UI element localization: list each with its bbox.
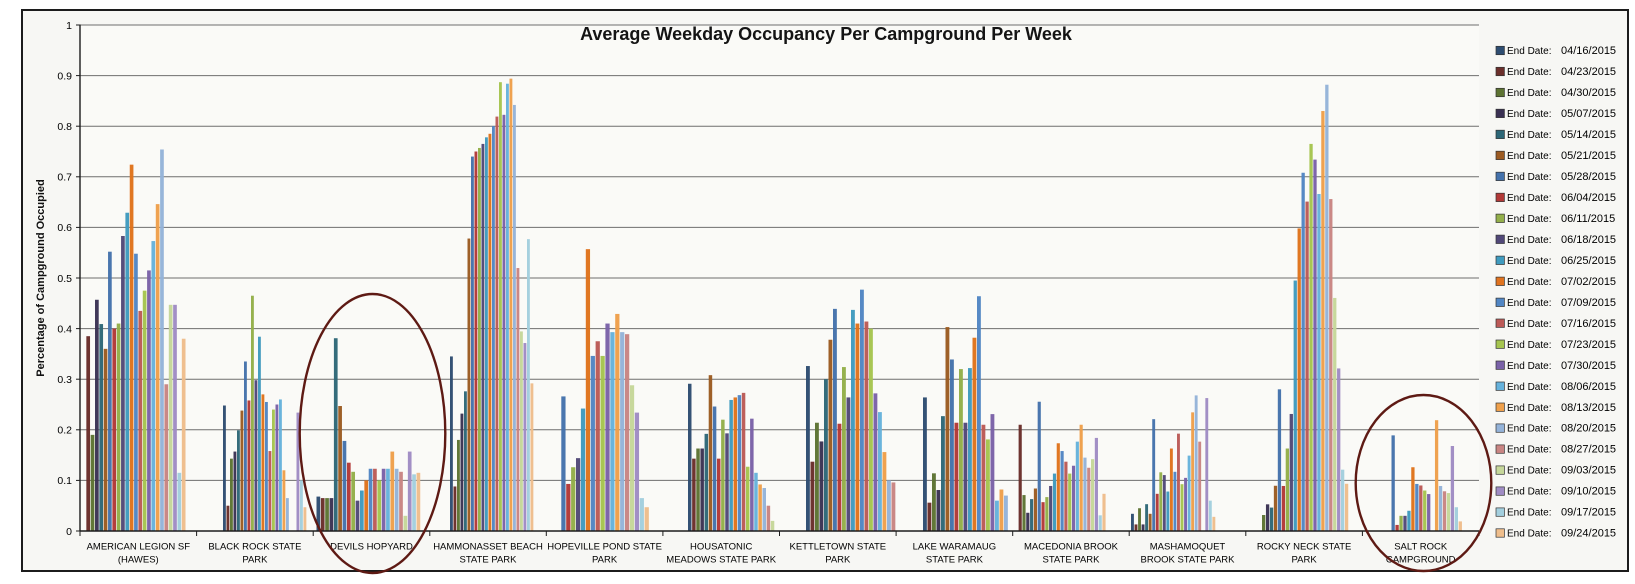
svg-text:KETTLETOWN STATE: KETTLETOWN STATE bbox=[790, 542, 887, 553]
svg-text:AMERICAN LEGION SF: AMERICAN LEGION SF bbox=[87, 542, 191, 553]
svg-text:CAMPGROUND: CAMPGROUND bbox=[1386, 555, 1456, 566]
svg-text:End Date:: End Date: bbox=[1507, 109, 1551, 120]
svg-text:End Date:: End Date: bbox=[1507, 445, 1551, 456]
svg-text:LAKE WARAMAUG: LAKE WARAMAUG bbox=[913, 542, 997, 553]
svg-text:04/23/2015: 04/23/2015 bbox=[1561, 66, 1616, 78]
svg-text:07/23/2015: 07/23/2015 bbox=[1561, 339, 1616, 351]
svg-text:0: 0 bbox=[66, 526, 72, 538]
svg-text:End Date:: End Date: bbox=[1507, 319, 1551, 330]
svg-text:PARK: PARK bbox=[592, 555, 618, 566]
svg-text:(HAWES): (HAWES) bbox=[118, 555, 159, 566]
svg-text:0.3: 0.3 bbox=[57, 374, 72, 386]
svg-text:End Date:: End Date: bbox=[1507, 340, 1551, 351]
svg-text:0.8: 0.8 bbox=[57, 121, 72, 133]
svg-text:0.4: 0.4 bbox=[57, 323, 72, 335]
svg-text:STATE PARK: STATE PARK bbox=[1042, 555, 1100, 566]
svg-text:HOPEVILLE POND STATE: HOPEVILLE POND STATE bbox=[547, 542, 662, 553]
svg-text:End Date:: End Date: bbox=[1507, 193, 1551, 204]
svg-text:HOUSATONIC: HOUSATONIC bbox=[690, 542, 753, 553]
svg-text:SALT ROCK: SALT ROCK bbox=[1394, 542, 1448, 553]
svg-text:08/13/2015: 08/13/2015 bbox=[1561, 402, 1616, 414]
svg-text:End Date:: End Date: bbox=[1507, 298, 1551, 309]
svg-text:BLACK ROCK STATE: BLACK ROCK STATE bbox=[208, 542, 301, 553]
svg-text:07/02/2015: 07/02/2015 bbox=[1561, 276, 1616, 288]
svg-text:End Date:: End Date: bbox=[1507, 361, 1551, 372]
svg-text:End Date:: End Date: bbox=[1507, 403, 1551, 414]
svg-text:DEVILS HOPYARD: DEVILS HOPYARD bbox=[330, 542, 413, 553]
svg-text:04/16/2015: 04/16/2015 bbox=[1561, 45, 1616, 57]
svg-text:End Date:: End Date: bbox=[1507, 67, 1551, 78]
svg-text:MEADOWS STATE PARK: MEADOWS STATE PARK bbox=[666, 555, 776, 566]
svg-text:05/07/2015: 05/07/2015 bbox=[1561, 108, 1616, 120]
svg-text:End Date:: End Date: bbox=[1507, 130, 1551, 141]
svg-text:BROOK STATE PARK: BROOK STATE PARK bbox=[1141, 555, 1236, 566]
svg-text:End Date:: End Date: bbox=[1507, 466, 1551, 477]
svg-text:08/06/2015: 08/06/2015 bbox=[1561, 381, 1616, 393]
svg-text:0.7: 0.7 bbox=[57, 172, 72, 184]
svg-text:End Date:: End Date: bbox=[1507, 46, 1551, 57]
svg-text:0.6: 0.6 bbox=[57, 222, 72, 234]
svg-text:End Date:: End Date: bbox=[1507, 172, 1551, 183]
svg-text:05/14/2015: 05/14/2015 bbox=[1561, 129, 1616, 141]
svg-text:05/28/2015: 05/28/2015 bbox=[1561, 171, 1616, 183]
svg-text:End Date:: End Date: bbox=[1507, 151, 1551, 162]
svg-text:HAMMONASSET BEACH: HAMMONASSET BEACH bbox=[433, 542, 543, 553]
svg-text:0.2: 0.2 bbox=[57, 425, 72, 437]
svg-text:07/30/2015: 07/30/2015 bbox=[1561, 360, 1616, 372]
svg-text:End Date:: End Date: bbox=[1507, 88, 1551, 99]
svg-text:MACEDONIA BROOK: MACEDONIA BROOK bbox=[1024, 542, 1119, 553]
svg-text:ROCKY NECK STATE: ROCKY NECK STATE bbox=[1257, 542, 1352, 553]
svg-text:06/11/2015: 06/11/2015 bbox=[1561, 213, 1615, 225]
svg-text:End Date:: End Date: bbox=[1507, 235, 1551, 246]
svg-text:Percentage of Campground Occup: Percentage of Campground Occupied bbox=[35, 179, 47, 376]
svg-text:MASHAMOQUET: MASHAMOQUET bbox=[1150, 542, 1226, 553]
svg-text:End Date:: End Date: bbox=[1507, 277, 1551, 288]
svg-text:09/03/2015: 09/03/2015 bbox=[1561, 465, 1616, 477]
svg-text:PARK: PARK bbox=[242, 555, 268, 566]
svg-text:End Date:: End Date: bbox=[1507, 508, 1551, 519]
svg-text:05/21/2015: 05/21/2015 bbox=[1561, 150, 1616, 162]
svg-text:06/04/2015: 06/04/2015 bbox=[1561, 192, 1616, 204]
svg-text:PARK: PARK bbox=[825, 555, 851, 566]
svg-text:07/09/2015: 07/09/2015 bbox=[1561, 297, 1616, 309]
svg-text:09/24/2015: 09/24/2015 bbox=[1561, 528, 1616, 540]
svg-text:PARK: PARK bbox=[1292, 555, 1318, 566]
svg-text:End Date:: End Date: bbox=[1507, 424, 1551, 435]
svg-text:0.1: 0.1 bbox=[57, 475, 72, 487]
svg-text:End Date:: End Date: bbox=[1507, 487, 1551, 498]
svg-text:Average Weekday Occupancy Per: Average Weekday Occupancy Per Campground… bbox=[580, 24, 1073, 44]
svg-text:08/27/2015: 08/27/2015 bbox=[1561, 444, 1616, 456]
svg-text:End Date:: End Date: bbox=[1507, 214, 1551, 225]
svg-text:1: 1 bbox=[66, 20, 72, 32]
svg-text:04/30/2015: 04/30/2015 bbox=[1561, 87, 1616, 99]
svg-text:End Date:: End Date: bbox=[1507, 529, 1551, 540]
svg-text:0.9: 0.9 bbox=[57, 70, 72, 82]
svg-text:STATE PARK: STATE PARK bbox=[926, 555, 984, 566]
svg-text:STATE PARK: STATE PARK bbox=[459, 555, 517, 566]
svg-text:07/16/2015: 07/16/2015 bbox=[1561, 318, 1616, 330]
svg-text:End Date:: End Date: bbox=[1507, 382, 1551, 393]
svg-text:06/25/2015: 06/25/2015 bbox=[1561, 255, 1616, 267]
svg-text:08/20/2015: 08/20/2015 bbox=[1561, 423, 1616, 435]
svg-text:0.5: 0.5 bbox=[57, 273, 72, 285]
svg-text:06/18/2015: 06/18/2015 bbox=[1561, 234, 1616, 246]
svg-text:09/10/2015: 09/10/2015 bbox=[1561, 486, 1616, 498]
svg-text:End Date:: End Date: bbox=[1507, 256, 1551, 267]
svg-text:09/17/2015: 09/17/2015 bbox=[1561, 507, 1616, 519]
